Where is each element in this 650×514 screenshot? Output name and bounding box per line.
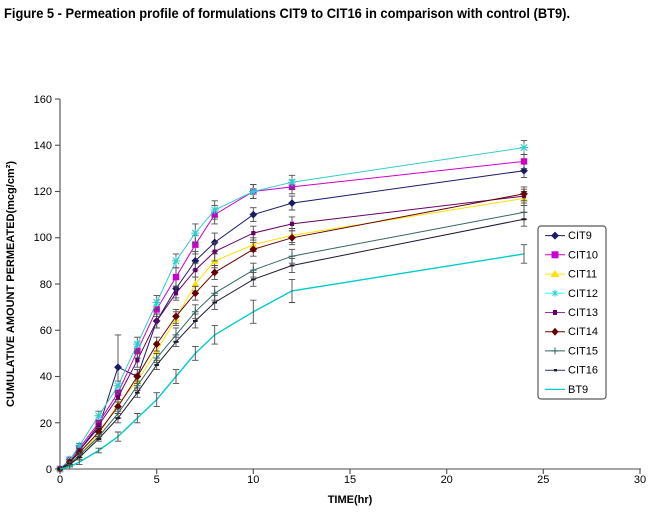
svg-text:CIT16: CIT16 [568,365,598,377]
svg-text:30: 30 [634,474,646,486]
svg-text:0: 0 [57,474,63,486]
svg-text:0: 0 [46,464,52,476]
svg-text:CIT12: CIT12 [568,288,598,300]
svg-text:CIT13: CIT13 [568,307,598,319]
svg-text:BT9: BT9 [568,384,588,396]
svg-text:20: 20 [40,418,52,430]
svg-text:60: 60 [40,325,52,337]
svg-text:20: 20 [441,474,453,486]
svg-text:15: 15 [344,474,356,486]
svg-text:140: 140 [34,140,52,152]
svg-text:CIT10: CIT10 [568,249,598,261]
svg-text:CIT15: CIT15 [568,345,598,357]
svg-text:80: 80 [40,279,52,291]
svg-text:40: 40 [40,371,52,383]
svg-text:120: 120 [34,186,52,198]
svg-text:CIT14: CIT14 [568,326,598,338]
svg-text:160: 160 [34,94,52,106]
svg-text:TIME(hr): TIME(hr) [328,494,373,506]
svg-text:10: 10 [247,474,259,486]
svg-text:25: 25 [537,474,549,486]
svg-text:5: 5 [154,474,160,486]
svg-text:100: 100 [34,232,52,244]
svg-text:CIT9: CIT9 [568,230,592,242]
svg-text:CUMULATIVE AMOUNT PERMEATED(mc: CUMULATIVE AMOUNT PERMEATED(mcg/cm²) [5,161,17,407]
svg-text:CIT11: CIT11 [568,269,597,281]
